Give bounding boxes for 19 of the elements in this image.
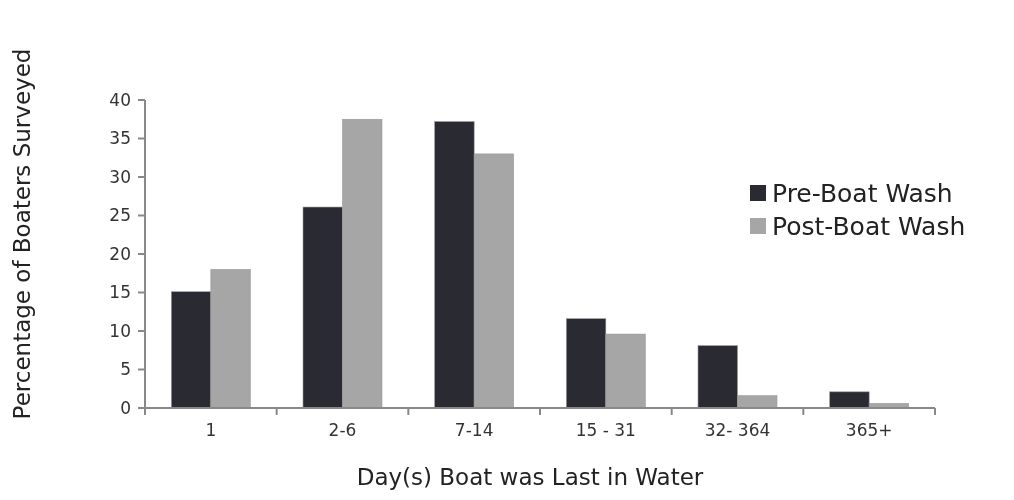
legend-label: Post-Boat Wash [772,211,966,241]
x-tick-label: 7-14 [454,420,494,440]
y-tick-label: 5 [120,359,131,380]
y-tick-label: 20 [109,243,131,264]
x-tick-label: 15 - 31 [575,420,636,440]
y-tick-label: 10 [109,320,131,341]
y-tick-label: 40 [109,89,131,110]
y-tick-label: 0 [120,397,131,418]
y-tick-label: 35 [109,128,131,149]
x-tick-label: 1 [205,420,217,440]
y-axis-title: Percentage of Boaters Surveyed [9,48,35,420]
x-tick-label: 2-6 [328,420,357,440]
y-tick-label: 15 [109,282,131,303]
y-tick-label: 25 [109,205,131,226]
x-tick-label: 32- 364 [704,420,771,440]
x-tick-label: 365+ [845,420,893,440]
y-tick-label: 30 [109,166,131,187]
legend-label: Pre-Boat Wash [772,178,953,208]
x-axis-title: Day(s) Boat was Last in Water [356,464,704,490]
